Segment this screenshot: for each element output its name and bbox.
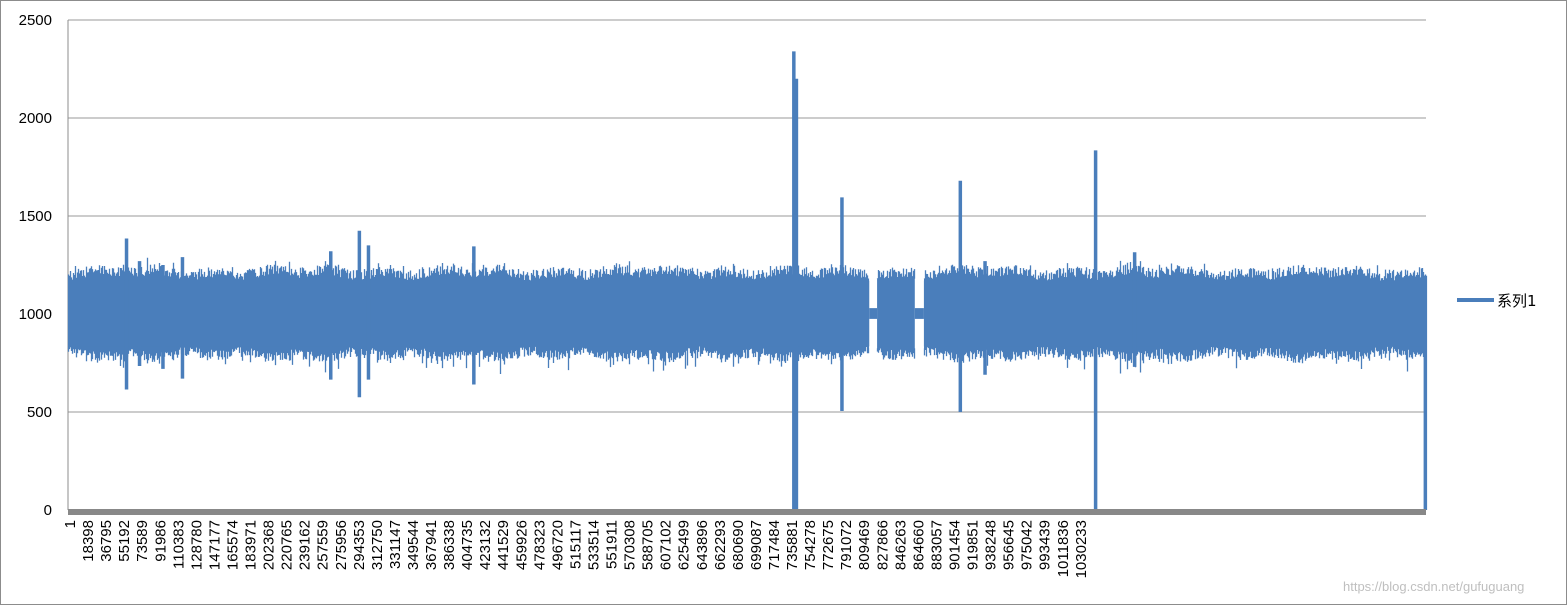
x-tick-label: 717484 (766, 520, 783, 570)
legend: 系列1 (1457, 292, 1537, 310)
x-tick-label: 625499 (676, 520, 693, 570)
series-band-core (68, 280, 1426, 347)
x-tick-label: 202368 (261, 520, 278, 570)
x-tick-label: 846263 (892, 520, 909, 570)
x-tick-label: 73589 (134, 520, 151, 562)
x-tick-label: 515117 (567, 520, 584, 569)
x-tick-label: 478323 (531, 520, 548, 570)
x-tick-label: 91986 (152, 520, 169, 562)
x-tick-label: 496720 (549, 520, 566, 570)
x-tick-label: 883057 (928, 520, 945, 570)
x-tick-label: 956645 (1001, 520, 1018, 570)
x-tick-label: 607102 (658, 520, 675, 570)
y-tick-label: 1500 (19, 208, 52, 225)
x-tick-label: 662293 (712, 520, 729, 570)
x-axis-line (68, 509, 1426, 515)
x-tick-label: 754278 (802, 520, 819, 570)
x-tick-label: 864660 (910, 520, 927, 570)
x-axis-tick-labels: 1 18398 36795 55192 73589 91986 110383 128780 14… (62, 520, 1090, 578)
x-tick-label: 441529 (495, 520, 512, 570)
x-tick-label: 312750 (369, 520, 386, 570)
x-tick-label: 1 (62, 520, 79, 528)
y-axis-tick-labels: 0 500 1000 1500 2000 2500 (19, 12, 52, 519)
x-tick-label: 147177 (206, 520, 223, 570)
x-tick-label: 459926 (513, 520, 530, 570)
series-line (67, 51, 1428, 510)
x-tick-label: 699087 (748, 520, 765, 570)
x-tick-label: 183971 (243, 520, 260, 570)
x-tick-label: 36795 (98, 520, 115, 562)
watermark: https://blog.csdn.net/gufuguang (1343, 579, 1524, 594)
x-tick-label: 772675 (820, 520, 837, 570)
x-tick-label: 349544 (405, 520, 422, 570)
x-tick-label: 791072 (838, 520, 855, 570)
x-tick-label: 533514 (585, 520, 602, 570)
x-tick-label: 901454 (946, 520, 963, 570)
x-tick-label: 993439 (1037, 520, 1054, 570)
quiet-region (869, 308, 878, 319)
x-tick-label: 294353 (351, 520, 368, 570)
x-tick-label: 18398 (80, 520, 97, 562)
x-tick-label: 938248 (983, 520, 1000, 570)
x-tick-label: 919851 (965, 520, 982, 570)
x-tick-label: 331147 (387, 520, 404, 569)
x-tick-label: 975042 (1019, 520, 1036, 570)
x-tick-label: 165574 (224, 520, 241, 570)
x-tick-label: 423132 (477, 520, 494, 570)
x-tick-label: 404735 (459, 520, 476, 570)
gridlines (67, 19, 1426, 510)
x-axis (68, 509, 1426, 515)
x-tick-label: 643896 (694, 520, 711, 570)
legend-series-label: 系列1 (1497, 292, 1537, 310)
y-tick-label: 2000 (19, 110, 52, 127)
x-tick-label: 588705 (640, 520, 657, 570)
y-tick-label: 2500 (19, 12, 52, 29)
quiet-region (914, 308, 924, 319)
x-tick-label: 1011836 (1055, 520, 1072, 577)
x-tick-label: 110383 (170, 520, 187, 569)
x-tick-label: 239162 (297, 520, 314, 570)
y-tick-label: 500 (27, 404, 52, 421)
x-tick-label: 809469 (856, 520, 873, 570)
x-tick-label: 680690 (730, 520, 747, 570)
x-tick-label: 735881 (784, 520, 801, 570)
x-tick-label: 367941 (423, 520, 440, 570)
x-tick-label: 1030233 (1073, 520, 1090, 578)
x-tick-label: 827866 (874, 520, 891, 570)
x-tick-label: 386338 (441, 520, 458, 570)
x-tick-label: 570308 (622, 520, 639, 570)
x-tick-label: 128780 (188, 520, 205, 570)
y-tick-label: 1000 (19, 306, 52, 323)
x-tick-label: 220765 (279, 520, 296, 570)
x-tick-label: 55192 (116, 520, 133, 562)
y-tick-label: 0 (44, 502, 52, 519)
x-tick-label: 257559 (315, 520, 332, 570)
x-tick-label: 551911 (604, 520, 621, 569)
x-tick-label: 275956 (333, 520, 350, 570)
